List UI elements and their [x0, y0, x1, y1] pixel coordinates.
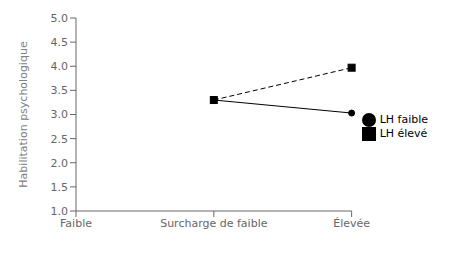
svg-text:4.0: 4.0	[51, 60, 69, 73]
svg-text:3.0: 3.0	[51, 108, 69, 121]
svg-text:2.5: 2.5	[51, 133, 69, 146]
svg-text:1.5: 1.5	[51, 181, 69, 194]
svg-text:5.0: 5.0	[51, 12, 69, 25]
svg-text:Habilitation psychologique: Habilitation psychologique	[17, 41, 30, 188]
svg-text:1.0: 1.0	[51, 205, 69, 218]
html-text:LH faible: LH faible	[379, 113, 428, 126]
svg-text:Surcharge de faible: Surcharge de faible	[160, 217, 268, 230]
svg-text:2.0: 2.0	[51, 157, 69, 170]
svg-text:4.5: 4.5	[51, 36, 69, 49]
html-text:LH élevé: LH élevé	[379, 127, 428, 140]
svg-text:3.5: 3.5	[51, 84, 69, 97]
svg-text:Élevée: Élevée	[333, 217, 370, 230]
svg-text:Faible: Faible	[60, 217, 92, 230]
